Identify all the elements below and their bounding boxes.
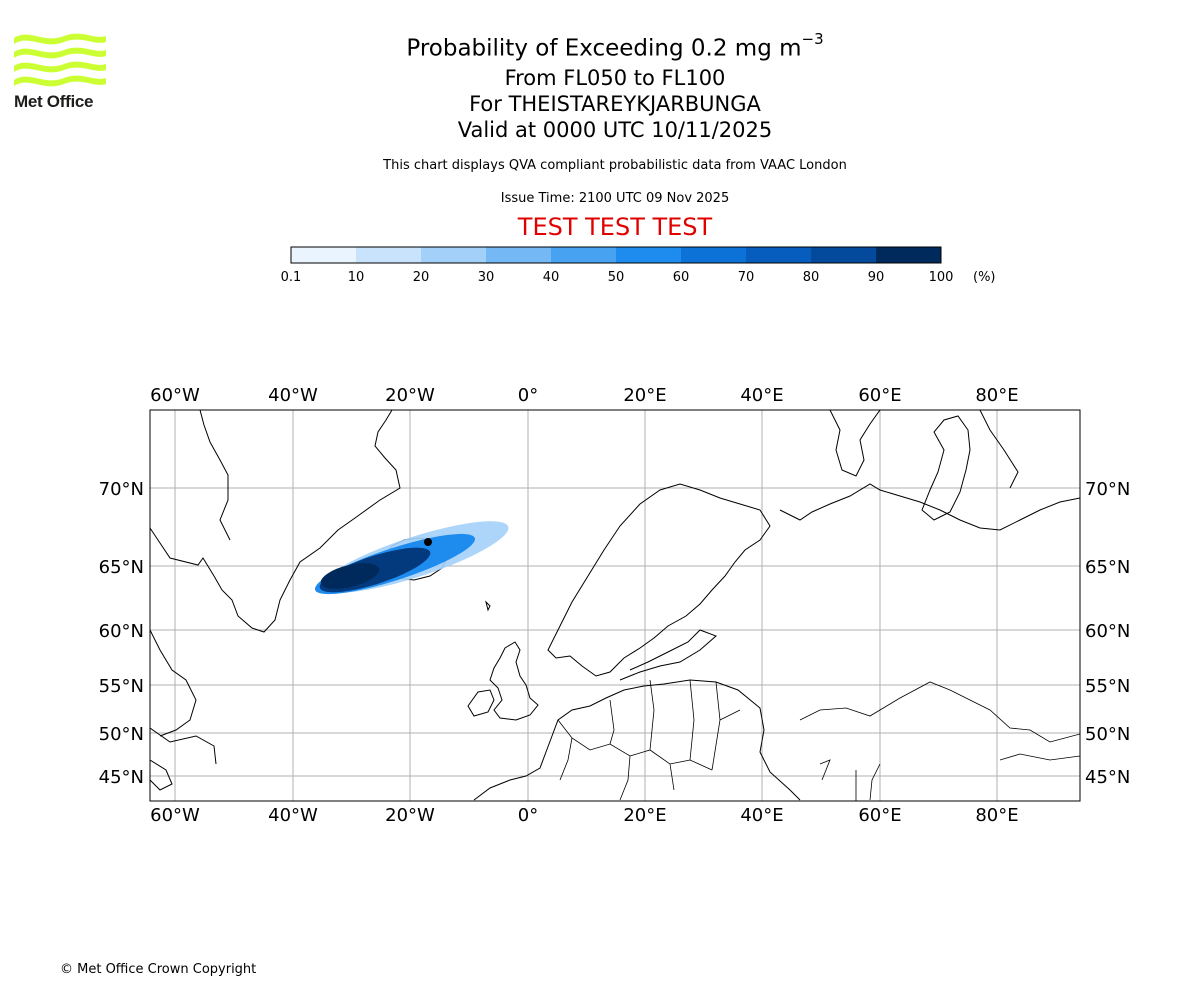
colorbar (290, 246, 942, 264)
copyright-text: © Met Office Crown Copyright (60, 962, 257, 977)
plume-core-inner (320, 563, 380, 589)
asia-borders (799, 681, 1080, 801)
longitude-label-bottom: 80°E (975, 805, 1018, 826)
logo-wordmark: Met Office (14, 92, 94, 111)
colorbar-tick-label: 0.1 (280, 270, 302, 285)
baltic-coast (619, 629, 717, 681)
latitude-label-left: 65°N (99, 557, 144, 578)
latitude-label-left: 50°N (99, 724, 144, 745)
longitude-label-top: 40°E (740, 385, 783, 406)
latitude-label-right: 65°N (1085, 557, 1130, 578)
longitude-label-bottom: 60°W (150, 805, 200, 826)
longitude-label-bottom: 0° (518, 805, 538, 826)
ash-plume (314, 521, 509, 595)
latitude-label-right: 45°N (1085, 767, 1130, 788)
chart-title-block: Probability of Exceeding 0.2 mg m−3 From… (315, 26, 915, 143)
europe-coast (473, 679, 801, 801)
volcano-name: For THEISTAREYKJARBUNGA (469, 91, 761, 116)
latitude-label-left: 60°N (99, 621, 144, 642)
colorbar-tick-label: 50 (607, 270, 625, 285)
colorbar-segment (876, 247, 941, 263)
longitude-label-top: 40°W (268, 385, 318, 406)
colorbar-tick-label: 10 (347, 270, 365, 285)
colorbar-segment (421, 247, 486, 263)
longitude-label-top: 80°E (975, 385, 1018, 406)
valid-time: Valid at 0000 UTC 10/11/2025 (457, 117, 773, 142)
latitude-label-left: 55°N (99, 676, 144, 697)
met-office-logo (14, 33, 106, 87)
colorbar-tick-label: 80 (802, 270, 820, 285)
colorbar-tick-label: 20 (412, 270, 430, 285)
map-frame (149, 409, 1081, 802)
colorbar-segment (356, 247, 421, 263)
latitude-label-right: 60°N (1085, 621, 1130, 642)
longitude-label-bottom: 20°E (623, 805, 666, 826)
disclaimer-text: This chart displays QVA compliant probab… (383, 158, 847, 173)
graticule (150, 410, 1080, 801)
latitude-label-left: 70°N (99, 479, 144, 500)
colorbar-segment (616, 247, 681, 263)
colorbar-unit: (%) (973, 270, 996, 285)
colorbar-tick-label: 70 (737, 270, 755, 285)
longitude-label-top: 60°E (858, 385, 901, 406)
colorbar-tick-label: 60 (672, 270, 690, 285)
faroe-coast (485, 600, 491, 612)
map-panel: 60°W 60°W 40°W 40°W 20°W 20°W 0° 0° 20°E 20°E 40°E… (99, 385, 1131, 826)
latitude-label-right: 70°N (1085, 479, 1130, 500)
title-exponent: −3 (801, 30, 824, 48)
greenland-coast (150, 410, 401, 633)
colorbar-tick-label: 30 (477, 270, 495, 285)
colorbar-segment (811, 247, 876, 263)
latitude-label-left: 45°N (99, 767, 144, 788)
latitude-label-right: 55°N (1085, 676, 1130, 697)
colorbar-segment (746, 247, 811, 263)
colorbar-segment (681, 247, 746, 263)
longitude-label-bottom: 60°E (858, 805, 901, 826)
north-america-coast (150, 629, 217, 791)
country-borders (557, 679, 741, 801)
chart-title: Probability of Exceeding 0.2 mg m−3 (406, 30, 824, 62)
longitude-label-bottom: 20°W (385, 805, 435, 826)
coastlines (150, 410, 1080, 801)
russia-coast (779, 483, 1080, 531)
longitude-label-bottom: 40°W (268, 805, 318, 826)
colorbar-tick-label: 90 (867, 270, 885, 285)
colorbar-segment (291, 247, 356, 263)
colorbar-tick-label: 40 (542, 270, 560, 285)
test-banner: TEST TEST TEST (517, 213, 713, 241)
scandinavia-coast (547, 483, 771, 677)
latitude-label-right: 50°N (1085, 724, 1130, 745)
volcano-marker (424, 538, 432, 546)
longitude-label-top: 0° (518, 385, 538, 406)
issue-time: Issue Time: 2100 UTC 09 Nov 2025 (500, 191, 730, 206)
flight-level-range: From FL050 to FL100 (504, 65, 726, 90)
british-isles-coast (467, 641, 539, 721)
colorbar-tick-label: 100 (928, 270, 954, 285)
novaya-zemlya-coast (829, 410, 1019, 521)
longitude-label-top: 60°W (150, 385, 200, 406)
colorbar-frame (290, 246, 942, 264)
longitude-label-top: 20°W (385, 385, 435, 406)
longitude-label-bottom: 40°E (740, 805, 783, 826)
longitude-label-top: 20°E (623, 385, 666, 406)
colorbar-segment (551, 247, 616, 263)
colorbar-segment (486, 247, 551, 263)
